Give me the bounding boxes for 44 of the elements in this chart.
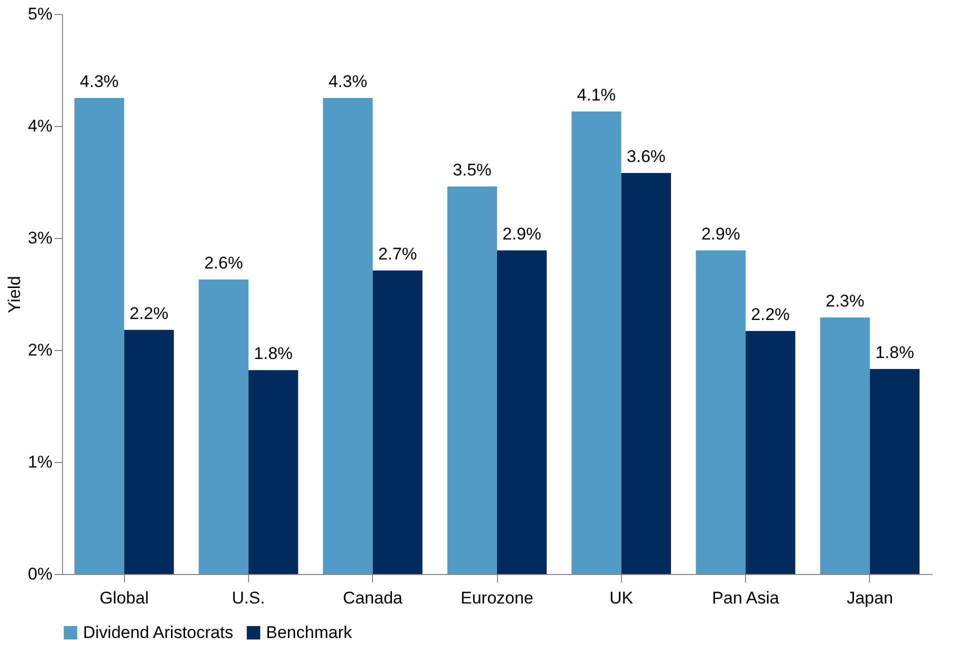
bar <box>323 98 373 574</box>
data-label: 2.9% <box>701 224 740 244</box>
y-axis-title: Yield <box>4 276 24 314</box>
bar <box>870 369 920 574</box>
data-label: 1.8% <box>875 343 914 362</box>
data-label: 2.7% <box>378 244 417 264</box>
bar <box>74 98 124 574</box>
y-tick-label: 5% <box>28 4 52 24</box>
x-tick-label: Japan <box>846 588 894 608</box>
legend-label: Benchmark <box>266 622 352 642</box>
y-tick-label: 0% <box>28 564 52 584</box>
bar <box>248 370 298 574</box>
bar <box>124 330 174 574</box>
bar <box>198 279 248 574</box>
y-tick-label: 2% <box>28 340 52 360</box>
data-label: 2.3% <box>826 292 864 311</box>
data-label: 1.8% <box>254 344 293 364</box>
data-label: 2.9% <box>502 224 542 244</box>
x-tick-label: U.S. <box>232 588 265 608</box>
y-tick-label: 4% <box>28 116 52 136</box>
data-label: 3.5% <box>452 160 492 180</box>
y-tick-label: 1% <box>28 452 52 472</box>
legend-label: Dividend Aristocrats <box>83 622 234 642</box>
bar <box>497 250 547 574</box>
bar <box>621 173 671 574</box>
data-label: 2.2% <box>751 304 790 324</box>
bar <box>696 250 746 574</box>
data-label: 3.6% <box>626 147 666 166</box>
x-tick-label: Canada <box>342 588 404 608</box>
data-label: 4.1% <box>577 85 616 104</box>
data-label: 2.2% <box>130 304 168 323</box>
data-label: 4.3% <box>80 72 119 91</box>
bar <box>447 186 497 574</box>
bar <box>372 270 422 574</box>
x-tick-label: Eurozone <box>460 588 534 608</box>
data-label: 2.6% <box>204 253 243 272</box>
x-tick-label: Global <box>100 588 149 608</box>
bar <box>746 330 796 574</box>
data-label: 4.3% <box>328 72 368 91</box>
x-tick-label: Pan Asia <box>712 588 780 608</box>
y-tick-label: 3% <box>28 228 52 248</box>
bar <box>820 318 870 574</box>
bar <box>572 111 622 574</box>
x-tick-label: UK <box>609 588 634 608</box>
